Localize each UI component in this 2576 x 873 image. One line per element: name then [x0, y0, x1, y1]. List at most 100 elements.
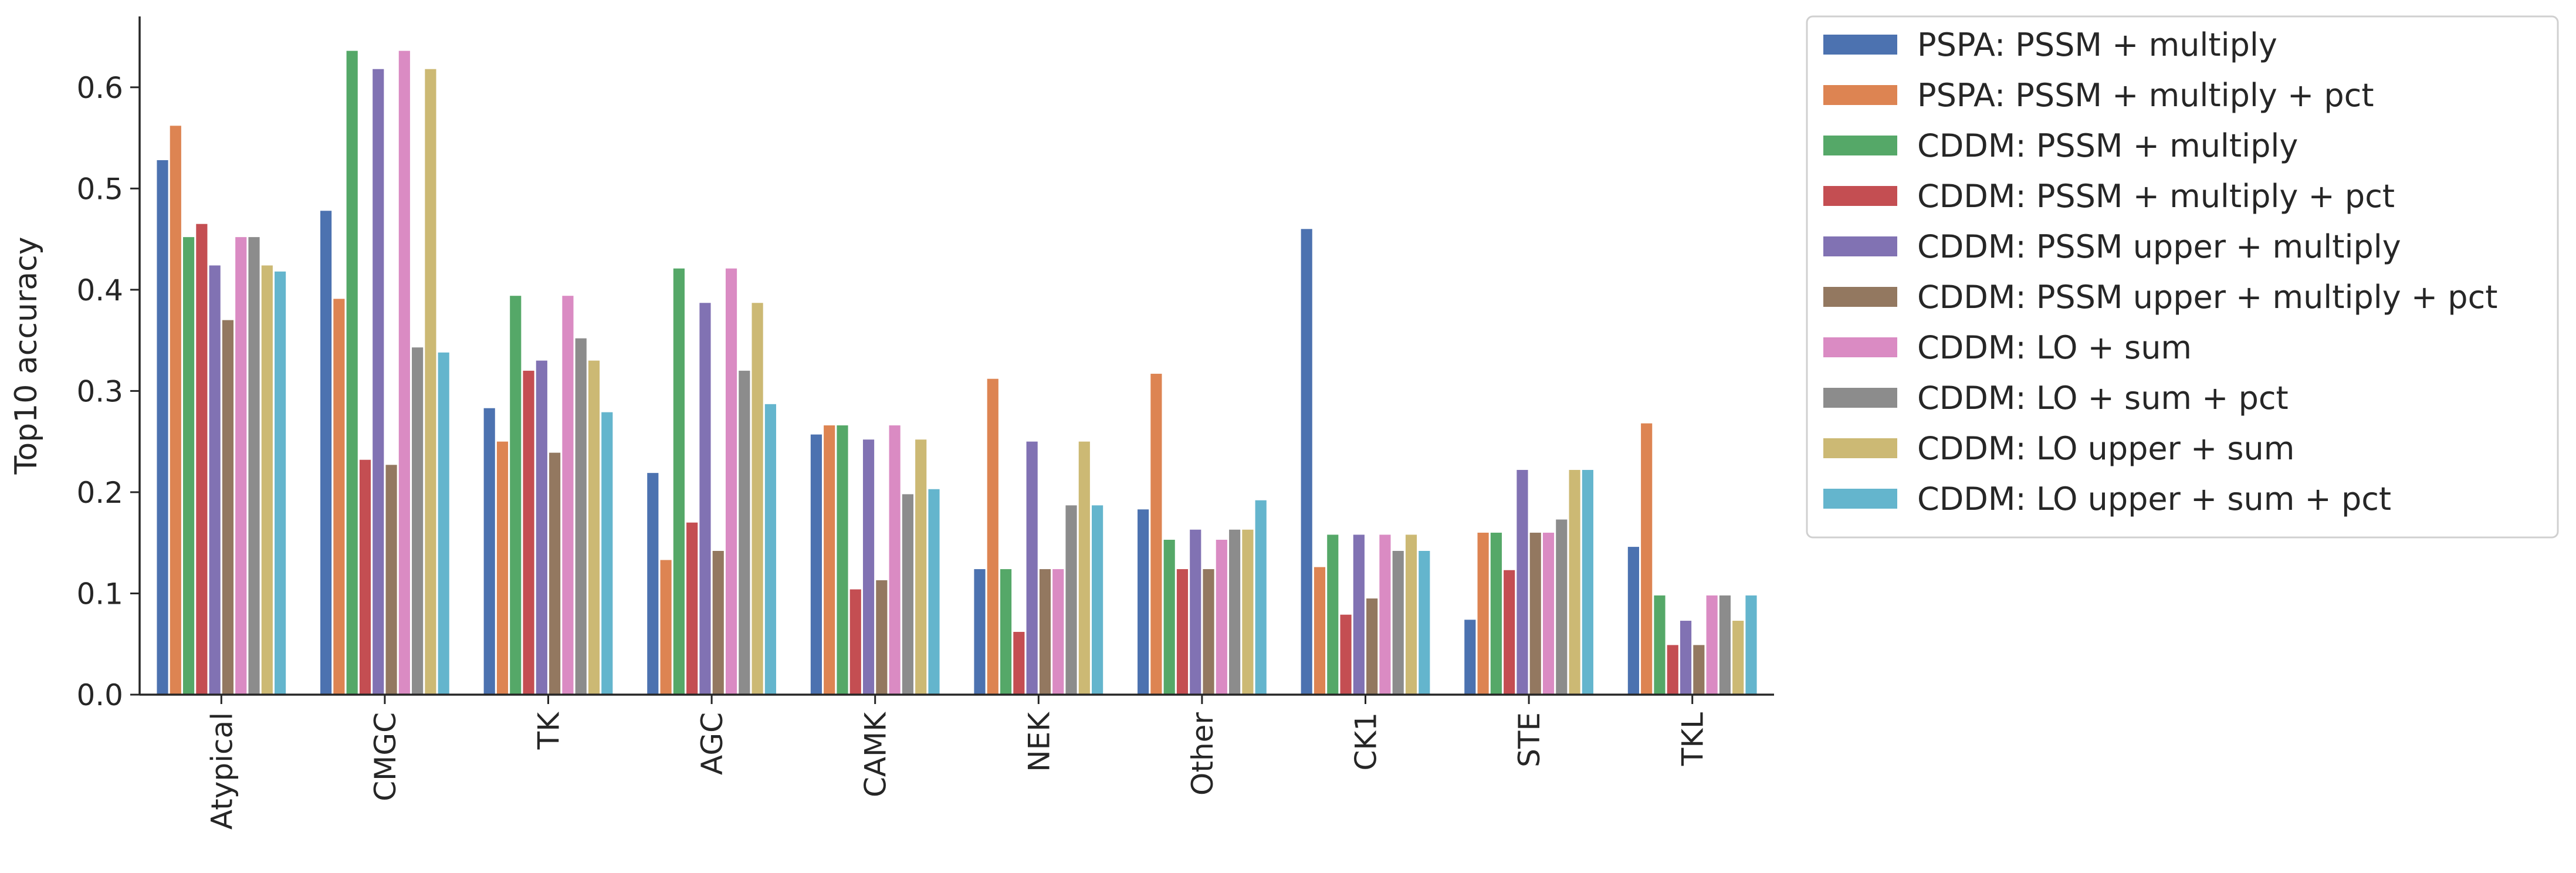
bar	[987, 378, 998, 695]
legend-swatch	[1823, 287, 1897, 307]
bar	[425, 69, 436, 695]
bar	[1719, 595, 1731, 695]
bar	[1301, 229, 1312, 695]
x-tick-label: AGC	[695, 712, 729, 775]
bar	[510, 296, 522, 695]
bar	[182, 237, 195, 695]
bar	[824, 425, 835, 695]
legend-label: CDDM: LO + sum + pct	[1917, 380, 2289, 417]
bar	[1052, 569, 1064, 695]
bar	[1392, 550, 1404, 695]
bar	[1477, 532, 1489, 695]
bar	[496, 441, 509, 695]
legend-label: CDDM: LO upper + sum	[1917, 430, 2294, 467]
bar	[523, 370, 534, 695]
y-tick-label: 0.1	[76, 577, 123, 611]
y-tick-label: 0.5	[76, 172, 123, 206]
bar	[1229, 529, 1241, 695]
bar	[1405, 534, 1417, 695]
legend-swatch	[1823, 186, 1897, 206]
bar	[1065, 505, 1077, 695]
bar	[1517, 469, 1528, 695]
x-tick-label: Atypical	[205, 712, 239, 830]
legend-swatch	[1823, 136, 1897, 155]
bar	[1176, 569, 1189, 695]
x-tick-label: CK1	[1349, 712, 1383, 771]
x-tick-label: TK	[532, 712, 566, 750]
bar	[1013, 632, 1025, 695]
x-tick-label: TKL	[1676, 712, 1710, 766]
bar	[536, 360, 547, 695]
bar	[1314, 567, 1326, 695]
bar	[686, 522, 698, 695]
bar	[588, 360, 600, 695]
bar	[849, 589, 861, 695]
bar	[1529, 532, 1541, 695]
bar	[1353, 534, 1365, 695]
bar	[412, 347, 424, 695]
bar	[1504, 570, 1515, 695]
y-tick-label: 0.0	[76, 678, 123, 712]
bar	[725, 268, 737, 695]
bar	[320, 211, 332, 695]
legend-swatch	[1823, 35, 1897, 55]
y-tick-label: 0.4	[76, 273, 123, 307]
bar	[261, 265, 273, 695]
bar	[373, 69, 384, 695]
bar	[1627, 547, 1639, 695]
bar	[1667, 645, 1678, 695]
bar	[248, 237, 260, 695]
bar	[575, 338, 587, 695]
bar	[275, 271, 286, 695]
bar	[1026, 441, 1038, 695]
bar	[1419, 550, 1430, 695]
bar	[385, 465, 397, 695]
bar	[333, 299, 345, 695]
legend-label: PSPA: PSSM + multiply + pct	[1917, 77, 2374, 114]
bar	[902, 494, 914, 695]
x-tick-label: CMGC	[368, 712, 402, 801]
bar	[764, 404, 776, 695]
bar	[209, 265, 221, 695]
bar	[483, 408, 495, 695]
legend-label: CDDM: LO upper + sum + pct	[1917, 481, 2391, 517]
legend-swatch	[1823, 489, 1897, 509]
bar	[157, 160, 168, 695]
bar	[170, 126, 181, 695]
legend-swatch	[1823, 388, 1897, 408]
bar	[196, 224, 208, 695]
bar	[222, 320, 234, 695]
legend-label: PSPA: PSSM + multiply	[1917, 26, 2277, 63]
bar	[1327, 534, 1339, 695]
bar	[346, 50, 358, 695]
y-tick-label: 0.2	[76, 476, 123, 510]
bar	[1190, 529, 1201, 695]
bar	[699, 303, 711, 695]
bar	[601, 412, 613, 695]
bar	[974, 569, 986, 695]
legend-swatch	[1823, 236, 1897, 256]
bar	[1039, 569, 1051, 695]
y-tick-label: 0.3	[76, 374, 123, 408]
bar	[562, 296, 574, 695]
bar	[549, 452, 561, 695]
bar	[889, 425, 901, 695]
bar	[1654, 595, 1666, 695]
bar	[1556, 519, 1568, 695]
bar	[1138, 509, 1149, 695]
bar	[1693, 645, 1705, 695]
x-tick-label: CAMK	[859, 712, 893, 797]
bar	[660, 560, 672, 695]
bar	[837, 425, 848, 695]
y-tick-label: 0.6	[76, 71, 123, 105]
bar	[928, 489, 940, 695]
bar	[1641, 423, 1653, 695]
x-tick-label: NEK	[1022, 712, 1056, 772]
legend-swatch	[1823, 438, 1897, 458]
legend-swatch	[1823, 337, 1897, 357]
bar	[438, 352, 449, 695]
bar	[359, 459, 371, 695]
bar	[1078, 441, 1090, 695]
legend-label: CDDM: PSSM upper + multiply + pct	[1917, 279, 2497, 316]
